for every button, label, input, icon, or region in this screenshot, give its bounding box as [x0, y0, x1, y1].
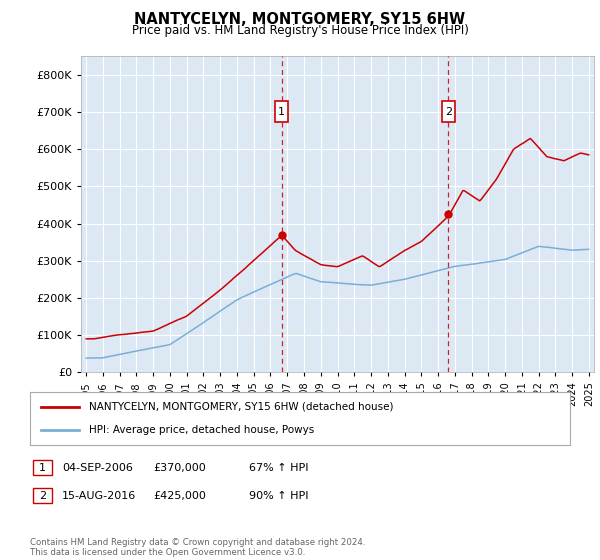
Text: 2: 2: [39, 491, 46, 501]
FancyBboxPatch shape: [442, 101, 455, 122]
Text: NANTYCELYN, MONTGOMERY, SY15 6HW (detached house): NANTYCELYN, MONTGOMERY, SY15 6HW (detach…: [89, 402, 394, 412]
Text: 67% ↑ HPI: 67% ↑ HPI: [249, 463, 308, 473]
Text: Contains HM Land Registry data © Crown copyright and database right 2024.
This d: Contains HM Land Registry data © Crown c…: [30, 538, 365, 557]
Text: £425,000: £425,000: [153, 491, 206, 501]
FancyBboxPatch shape: [275, 101, 288, 122]
Text: 1: 1: [39, 463, 46, 473]
Text: HPI: Average price, detached house, Powys: HPI: Average price, detached house, Powy…: [89, 425, 314, 435]
Text: £370,000: £370,000: [153, 463, 206, 473]
Text: 2: 2: [445, 107, 452, 117]
Text: 1: 1: [278, 107, 285, 117]
Text: 15-AUG-2016: 15-AUG-2016: [62, 491, 136, 501]
Text: 90% ↑ HPI: 90% ↑ HPI: [249, 491, 308, 501]
Text: NANTYCELYN, MONTGOMERY, SY15 6HW: NANTYCELYN, MONTGOMERY, SY15 6HW: [134, 12, 466, 27]
Text: Price paid vs. HM Land Registry's House Price Index (HPI): Price paid vs. HM Land Registry's House …: [131, 24, 469, 36]
Text: 04-SEP-2006: 04-SEP-2006: [62, 463, 133, 473]
